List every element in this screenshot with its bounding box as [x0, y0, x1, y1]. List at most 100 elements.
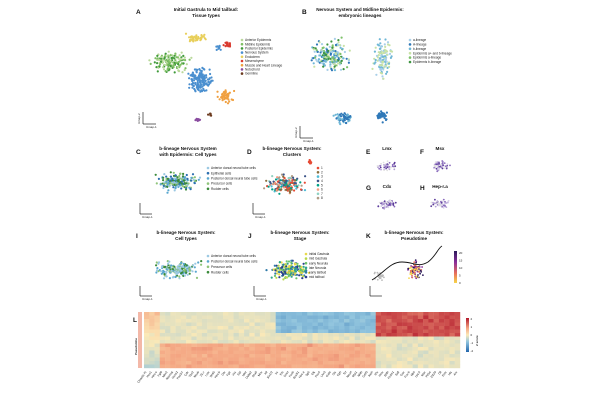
heatmap-cell: [191, 364, 197, 369]
umap-point: [288, 180, 291, 183]
heatmap-cell: [238, 329, 245, 334]
umap-point: [160, 60, 163, 63]
legend-entry: Endoderm: [245, 55, 260, 59]
umap-point: [173, 71, 176, 74]
umap-point: [179, 172, 182, 175]
panel-l-heatmap: [144, 312, 461, 369]
umap-point: [443, 204, 446, 207]
heatmap-cell: [449, 319, 455, 323]
umap-point: [270, 276, 273, 279]
heatmap-cell: [244, 336, 250, 341]
heatmap-cell: [259, 354, 266, 358]
heatmap-cell: [454, 343, 461, 348]
heatmap-cell: [291, 326, 297, 330]
umap-point: [180, 187, 183, 190]
heatmap-cell: [317, 361, 324, 365]
heatmap-cell: [207, 361, 213, 365]
heatmap-cell: [381, 326, 387, 330]
heatmap-cell: [396, 340, 403, 344]
umap-point: [331, 56, 335, 59]
umap-point: [414, 271, 416, 274]
umap-point: [333, 63, 336, 66]
heatmap-cell: [201, 312, 208, 316]
umap-point: [384, 45, 387, 49]
legend-entry: Precursor cells: [211, 182, 232, 186]
heatmap-cell: [296, 354, 303, 358]
heatmap-cell: [365, 336, 371, 341]
gene-label: Vsx: [231, 370, 237, 377]
heatmap-cell: [396, 329, 403, 334]
heatmap-cell: [207, 333, 213, 337]
heatmap-cell: [170, 350, 176, 355]
umap-point: [291, 179, 294, 182]
umap-point: [383, 117, 386, 120]
umap-point: [333, 65, 336, 68]
gene-label: Otx: [220, 370, 226, 377]
heatmap-cell: [165, 361, 171, 365]
heatmap-cell: [333, 322, 340, 327]
umap-point: [339, 61, 342, 64]
umap-point: [288, 265, 291, 268]
heatmap-cell: [381, 364, 387, 369]
legend-swatch: [240, 55, 244, 59]
heatmap-cell: [296, 329, 303, 334]
heatmap-cell: [212, 340, 218, 344]
heatmap-cell: [386, 336, 392, 341]
umap-point: [385, 64, 388, 67]
heatmap-cell: [333, 326, 340, 330]
legend-swatch: [316, 179, 320, 183]
umap-point: [188, 86, 191, 89]
umap-point: [410, 266, 412, 269]
heatmap-cell: [312, 357, 318, 362]
gene-label: Hlx: [447, 370, 453, 376]
heatmap-cell: [191, 350, 197, 355]
heatmap-cell: [433, 326, 440, 330]
panel-a-title-line1: Initial Gastrula to Mid tailbud:: [174, 7, 239, 12]
panel-c-title-line1: b-lineage Nervous System: [159, 146, 216, 151]
heatmap-cell: [454, 357, 461, 362]
heatmap-cell: [212, 350, 218, 355]
heatmap-cell: [328, 315, 334, 320]
heatmap-cell: [354, 333, 361, 337]
heatmap-cell: [217, 361, 224, 365]
heatmap-cell: [191, 354, 197, 358]
heatmap-cell: [307, 322, 313, 327]
heatmap-cell: [344, 354, 350, 358]
heatmap-cell: [275, 322, 282, 327]
umap-point: [165, 180, 168, 183]
heatmap-cell: [186, 347, 192, 351]
heatmap-cell: [449, 361, 455, 365]
heatmap-cell: [375, 329, 382, 334]
heatmap-cell: [386, 315, 392, 320]
heatmap-cell: [291, 350, 297, 355]
legend-entry: Rudder cells: [211, 270, 229, 274]
heatmap-cell: [238, 340, 245, 344]
heatmap-cell: [307, 354, 313, 358]
umap-point: [385, 205, 388, 208]
umap-point: [173, 181, 176, 184]
umap-point: [215, 45, 218, 48]
heatmap-cell: [170, 329, 176, 334]
heatmap-cell: [265, 364, 271, 369]
heatmap-cell: [312, 354, 318, 358]
heatmap-cell: [370, 364, 376, 369]
heatmap-cell: [201, 326, 208, 330]
umap-point: [162, 66, 165, 69]
heatmap-cell: [333, 343, 340, 348]
heatmap-cell: [159, 364, 166, 369]
heatmap-cell: [286, 343, 292, 348]
umap-point: [433, 167, 435, 170]
heatmap-cell: [354, 322, 361, 327]
heatmap-cell: [165, 357, 171, 362]
heatmap-cell: [254, 329, 261, 334]
umap-point: [167, 50, 170, 53]
umap-point: [183, 177, 186, 180]
heatmap-cell: [186, 340, 192, 344]
heatmap-cell: [144, 336, 150, 341]
umap-point: [284, 272, 287, 275]
heatmap-cell: [338, 336, 345, 341]
umap-point: [303, 189, 307, 192]
heatmap-cell: [144, 329, 150, 334]
heatmap-cell: [223, 357, 229, 362]
umap-point: [378, 59, 381, 62]
